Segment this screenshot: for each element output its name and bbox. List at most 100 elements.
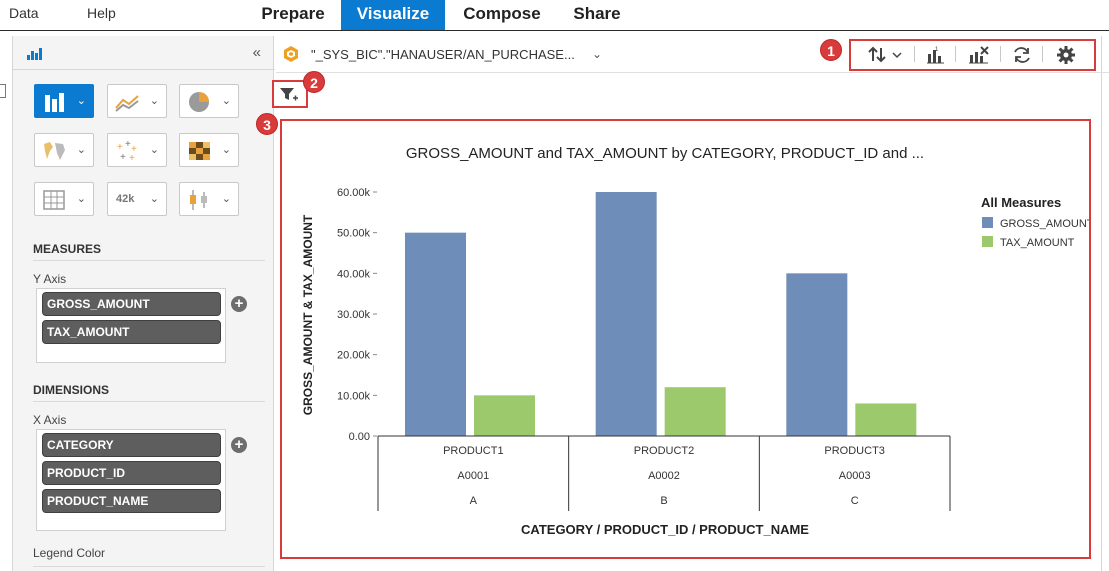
y-tick-label: 50.00k: [337, 228, 371, 240]
svg-text:+: +: [125, 139, 131, 150]
svg-text:+: +: [129, 153, 135, 163]
scatter-chart-button[interactable]: + + + + + ⌄: [107, 133, 167, 167]
chart-highlight: [280, 119, 1091, 559]
callout-badge-1: 1: [820, 39, 842, 61]
toolbar-separator: [1042, 46, 1043, 62]
dimensions-divider: [33, 401, 265, 402]
chart-toolbar-highlight: [849, 39, 1096, 71]
heatmap-icon: [189, 142, 210, 160]
chevron-down-icon: ⌄: [221, 144, 231, 156]
add-dimension-icon[interactable]: +: [231, 437, 247, 453]
numeric-point-button[interactable]: 42k ⌄: [107, 182, 167, 216]
datasource-chevron-down-icon[interactable]: ⌄: [592, 47, 603, 61]
clear-chart-icon[interactable]: [968, 45, 990, 65]
menu-help[interactable]: Help: [87, 5, 116, 21]
measures-divider: [33, 260, 265, 261]
chevron-down-icon: ⌄: [76, 193, 86, 205]
dimensions-title: DIMENSIONS: [33, 383, 110, 397]
chevron-down-icon: ⌄: [149, 193, 159, 205]
visualization-bar-icon[interactable]: [27, 47, 43, 60]
add-measure-icon[interactable]: +: [231, 296, 247, 312]
box-plot-icon: [190, 190, 207, 210]
x-label-category: A: [470, 495, 478, 507]
pie-chart-icon: [189, 92, 209, 112]
numeric-point-icon: 42k: [116, 193, 135, 205]
x-axis-title: CATEGORY / PRODUCT_ID / PRODUCT_NAME: [521, 522, 809, 537]
bar-tax-amount: [664, 387, 726, 436]
svg-text:1: 1: [935, 47, 939, 53]
bar-gross-amount: [786, 273, 848, 436]
x-axis-label: X Axis: [33, 413, 67, 427]
box-plot-button[interactable]: ⌄: [179, 182, 239, 216]
bar-tax-amount: [855, 403, 917, 436]
left-panel-header: «: [13, 36, 275, 70]
callout-badge-3: 3: [256, 113, 278, 135]
sort-icon[interactable]: [867, 45, 905, 65]
top-menu-bar: Data Help Prepare Visualize Compose Shar…: [0, 0, 1109, 31]
tab-share[interactable]: Share: [573, 4, 621, 23]
add-filter-icon[interactable]: [279, 86, 299, 104]
chevron-down-icon: ⌄: [76, 144, 86, 156]
main-right-edge: [1101, 36, 1102, 571]
x-label-category: C: [851, 495, 859, 507]
chevron-down-icon: ⌄: [149, 95, 159, 107]
line-chart-button[interactable]: ⌄: [107, 84, 167, 118]
chevron-down-icon: ⌄: [149, 144, 159, 156]
dimension-pill-product-id[interactable]: PRODUCT_ID: [42, 461, 221, 485]
left-edge-tab: [0, 84, 6, 98]
legend-color-label: Legend Color: [33, 546, 106, 560]
y-axis-label: Y Axis: [33, 272, 67, 286]
bar-chart-icon: [45, 93, 64, 112]
tab-prepare[interactable]: Prepare: [261, 4, 325, 23]
y-tick-label: 60.00k: [337, 187, 371, 199]
chevron-down-icon: ⌄: [221, 95, 231, 107]
x-label-product-id: A0002: [648, 470, 680, 482]
bar-chart-button[interactable]: ⌄: [34, 84, 94, 118]
legend-color-divider: [33, 566, 265, 567]
line-chart-icon: [115, 95, 139, 112]
measure-pill-tax-amount[interactable]: TAX_AMOUNT: [42, 320, 221, 344]
toolbar-separator: [1000, 46, 1001, 62]
legend-title: All Measures: [981, 195, 1061, 210]
tab-visualize[interactable]: Visualize: [341, 0, 445, 30]
y-tick-label: 40.00k: [337, 268, 371, 280]
dimension-pill-product-name[interactable]: PRODUCT_NAME: [42, 489, 221, 513]
x-label-product-name: PRODUCT1: [443, 445, 504, 457]
left-panel: « ⌄ ⌄ ⌄ ⌄ + + +: [12, 36, 275, 571]
measures-title: MEASURES: [33, 242, 102, 256]
geo-map-button[interactable]: ⌄: [34, 133, 94, 167]
bar-gross-amount: [595, 192, 657, 436]
svg-text:+: +: [120, 152, 126, 163]
x-label-product-id: A0003: [839, 470, 871, 482]
y-tick-label: 30.00k: [337, 309, 371, 321]
table-button[interactable]: ⌄: [34, 182, 94, 216]
x-label-product-id: A0001: [457, 470, 489, 482]
chart-title: GROSS_AMOUNT and TAX_AMOUNT by CATEGORY,…: [406, 145, 924, 162]
svg-text:+: +: [131, 144, 137, 155]
ranking-icon[interactable]: 1: [926, 45, 946, 65]
y-axis-title: GROSS_AMOUNT & TAX_AMOUNT: [301, 214, 315, 415]
dimension-pill-category[interactable]: CATEGORY: [42, 433, 221, 457]
tab-compose[interactable]: Compose: [463, 4, 541, 23]
menu-data[interactable]: Data: [9, 5, 39, 21]
measure-pill-gross-amount[interactable]: GROSS_AMOUNT: [42, 292, 221, 316]
collapse-panel-icon[interactable]: «: [252, 44, 261, 61]
datasource-cube-icon: [284, 46, 298, 62]
x-label-product-name: PRODUCT2: [634, 445, 695, 457]
table-icon: [43, 190, 65, 210]
y-tick-label: 0.00: [349, 431, 370, 443]
pie-chart-button[interactable]: ⌄: [179, 84, 239, 118]
toolbar-separator: [914, 46, 915, 62]
main-header-divider: [276, 72, 1109, 73]
callout-badge-2: 2: [303, 71, 325, 93]
settings-gear-icon[interactable]: [1056, 45, 1076, 65]
y-tick-label: 10.00k: [337, 390, 371, 402]
x-label-category: B: [660, 495, 667, 507]
legend-label: GROSS_AMOUNT: [1000, 218, 1089, 230]
chevron-down-icon: ⌄: [76, 95, 86, 107]
heatmap-button[interactable]: ⌄: [179, 133, 239, 167]
legend-label: TAX_AMOUNT: [1000, 237, 1075, 249]
datasource-name[interactable]: "_SYS_BIC"."HANAUSER/AN_PURCHASE...: [311, 47, 575, 62]
refresh-icon[interactable]: [1012, 45, 1032, 65]
svg-text:+: +: [117, 142, 123, 153]
